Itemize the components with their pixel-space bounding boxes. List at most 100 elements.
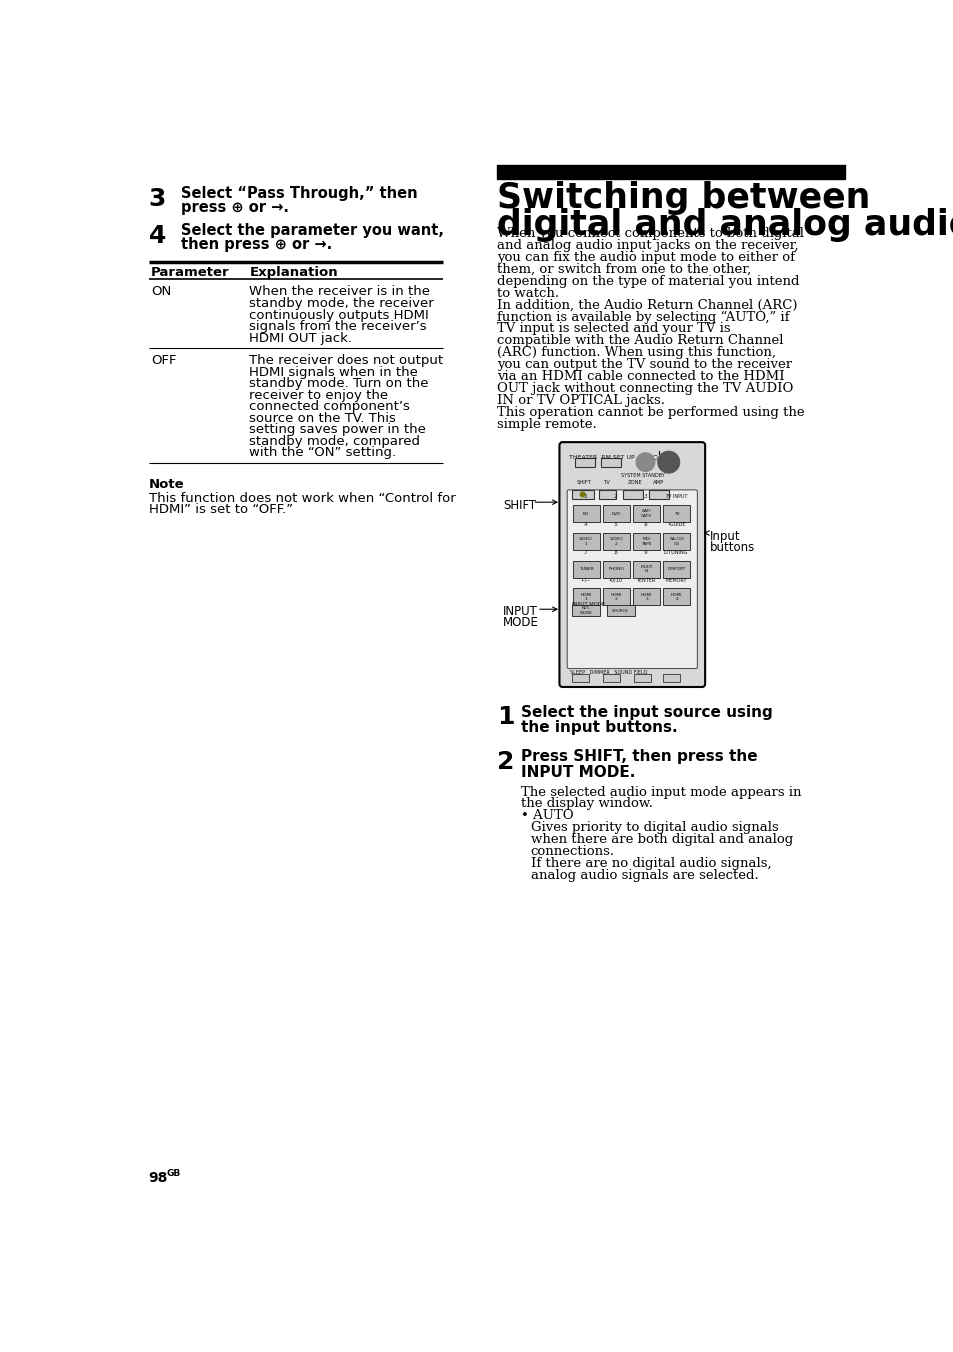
Text: .3: .3 [643, 495, 647, 499]
Text: OUT jack without connecting the TV AUDIO: OUT jack without connecting the TV AUDIO [497, 383, 792, 395]
Text: simple remote.: simple remote. [497, 418, 596, 431]
Bar [572, 506, 599, 522]
Text: them, or switch from one to the other,: them, or switch from one to the other, [497, 262, 750, 276]
Text: INPUT: INPUT [502, 606, 537, 618]
Circle shape [658, 452, 679, 473]
Text: you can fix the audio input mode to either of: you can fix the audio input mode to eith… [497, 250, 794, 264]
Text: and analog audio input jacks on the receiver,: and analog audio input jacks on the rece… [497, 239, 798, 251]
Text: BD: BD [582, 512, 589, 515]
Text: TUNER: TUNER [578, 568, 593, 571]
Bar [602, 533, 629, 550]
Text: ON: ON [151, 285, 172, 299]
Text: compatible with the Audio Return Channel: compatible with the Audio Return Channel [497, 334, 782, 347]
Text: VIDEO
2: VIDEO 2 [609, 537, 622, 546]
Text: • AUTO: • AUTO [521, 810, 574, 822]
Text: TV: TV [674, 512, 679, 515]
Bar [571, 606, 599, 617]
Text: connections.: connections. [530, 845, 615, 859]
Bar [662, 533, 690, 550]
Text: Press SHIFT, then press the: Press SHIFT, then press the [521, 749, 758, 764]
Text: GB: GB [167, 1169, 180, 1179]
Text: When the receiver is in the: When the receiver is in the [249, 285, 430, 299]
Text: D.TUNING: D.TUNING [663, 550, 688, 554]
Bar [633, 533, 659, 550]
Bar [572, 561, 599, 577]
Text: the input buttons.: the input buttons. [521, 721, 678, 735]
Text: Select the input source using: Select the input source using [521, 704, 773, 719]
Text: when there are both digital and analog: when there are both digital and analog [530, 833, 792, 846]
Bar [648, 489, 668, 499]
Text: NET-
WORK: NET- WORK [578, 607, 592, 615]
Text: then press ⊕ or →.: then press ⊕ or →. [181, 237, 333, 251]
Text: DVD: DVD [611, 512, 620, 515]
Bar [606, 606, 634, 617]
Text: 2: 2 [497, 750, 514, 775]
Bar [571, 673, 588, 681]
Text: HDMI
2: HDMI 2 [610, 592, 621, 602]
Text: connected component’s: connected component’s [249, 400, 410, 414]
Text: In addition, the Audio Return Channel (ARC): In addition, the Audio Return Channel (A… [497, 299, 797, 311]
Text: This operation cannot be performed using the: This operation cannot be performed using… [497, 406, 803, 419]
Text: you can output the TV sound to the receiver: you can output the TV sound to the recei… [497, 358, 791, 372]
Text: I/○: I/○ [662, 458, 674, 466]
Text: depending on the type of material you intend: depending on the type of material you in… [497, 274, 799, 288]
Circle shape [579, 492, 584, 496]
Text: When you connect components to both digital: When you connect components to both digi… [497, 227, 802, 239]
Text: standby mode, the receiver: standby mode, the receiver [249, 297, 434, 310]
Text: signals from the receiver’s: signals from the receiver’s [249, 320, 427, 333]
Bar [572, 588, 599, 606]
Text: PHONO: PHONO [608, 568, 623, 571]
Bar [575, 457, 595, 466]
Text: function is available by selecting “AUTO,” if: function is available by selecting “AUTO… [497, 311, 788, 323]
Text: Select “Pass Through,” then: Select “Pass Through,” then [181, 187, 417, 201]
Text: The receiver does not output: The receiver does not output [249, 354, 443, 366]
Text: OFF: OFF [151, 354, 176, 366]
Text: to watch.: to watch. [497, 287, 558, 300]
Text: continuously outputs HDMI: continuously outputs HDMI [249, 308, 429, 322]
Text: SYSTEM STANDBY: SYSTEM STANDBY [620, 473, 664, 479]
Text: ZONE: ZONE [627, 480, 641, 485]
Text: 3: 3 [149, 187, 166, 211]
Bar [633, 673, 650, 681]
Text: If there are no digital audio signals,: If there are no digital audio signals, [530, 857, 771, 871]
Bar [662, 561, 690, 577]
Bar [633, 588, 659, 606]
Text: VIDEO
1: VIDEO 1 [578, 537, 593, 546]
Text: HDMI
3: HDMI 3 [640, 592, 652, 602]
Text: Note: Note [149, 479, 184, 491]
Text: setting saves power in the: setting saves power in the [249, 423, 426, 437]
Text: digital and analog audio: digital and analog audio [497, 208, 953, 242]
Text: TV: TV [604, 480, 611, 485]
Text: HDMI OUT jack.: HDMI OUT jack. [249, 331, 352, 345]
Circle shape [636, 453, 654, 472]
Text: •ENTER: •ENTER [636, 577, 655, 583]
Text: The selected audio input mode appears in: The selected audio input mode appears in [521, 786, 801, 799]
FancyBboxPatch shape [567, 489, 697, 668]
Text: HDMI
4: HDMI 4 [670, 592, 682, 602]
Bar [600, 457, 620, 466]
Text: INPUT MODE.: INPUT MODE. [521, 765, 636, 780]
Text: 98: 98 [149, 1171, 168, 1184]
Text: .7: .7 [582, 550, 587, 554]
Text: MD/
TAPE: MD/ TAPE [640, 537, 651, 546]
Text: •-/--: •-/-- [580, 577, 590, 583]
Text: DMPORT: DMPORT [667, 568, 685, 571]
Bar [633, 506, 659, 522]
Text: HDMI” is set to “OFF.”: HDMI” is set to “OFF.” [149, 503, 293, 516]
Text: source on the TV. This: source on the TV. This [249, 412, 395, 425]
Text: SOURCE: SOURCE [612, 608, 629, 612]
Text: HDMI
1: HDMI 1 [579, 592, 591, 602]
Text: standby mode. Turn on the: standby mode. Turn on the [249, 377, 429, 391]
Text: HDMI signals when in the: HDMI signals when in the [249, 365, 417, 379]
Bar [602, 673, 619, 681]
Bar [602, 588, 629, 606]
Text: analog audio signals are selected.: analog audio signals are selected. [530, 869, 758, 882]
Text: IN or TV OPTICAL jacks.: IN or TV OPTICAL jacks. [497, 393, 664, 407]
Text: .5: .5 [613, 522, 618, 527]
Text: SHIFT: SHIFT [502, 499, 536, 512]
Text: MULTI
N: MULTI N [639, 565, 652, 573]
Text: •GUIDE: •GUIDE [666, 522, 684, 527]
Text: Input: Input [709, 530, 740, 544]
Text: buttons: buttons [709, 541, 754, 554]
Text: .8: .8 [613, 550, 618, 554]
